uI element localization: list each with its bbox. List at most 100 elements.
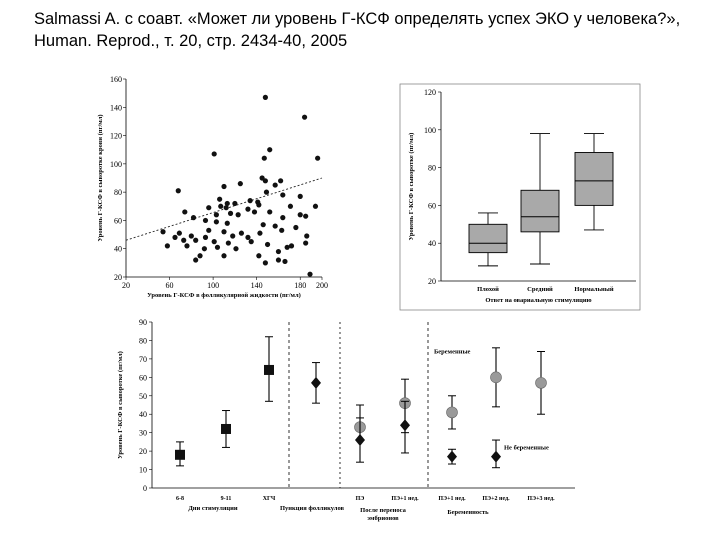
scatter-point	[223, 205, 229, 211]
scatter-point	[264, 241, 271, 248]
scatter-point	[255, 199, 261, 205]
square-marker	[264, 364, 274, 375]
y-tick-label: 60	[114, 216, 122, 225]
scatter-point	[282, 258, 288, 265]
scatter-point	[297, 193, 303, 199]
scatter-point	[267, 209, 273, 215]
scatter-point	[197, 253, 203, 259]
y-tick-label: 30	[139, 429, 147, 438]
y-tick-label: 50	[139, 392, 147, 401]
y-tick-label: 120	[110, 132, 122, 141]
scatter-point	[221, 229, 227, 235]
group-label: эмбрионов	[367, 515, 399, 522]
scatter-point	[301, 114, 308, 120]
category-label: ПЭ+1 нед.	[391, 496, 419, 502]
y-tick-label: 80	[428, 164, 436, 173]
scatter-point	[202, 217, 209, 224]
scatter-point	[233, 246, 239, 252]
box	[574, 152, 614, 206]
scatter-point	[227, 210, 234, 216]
scatter-point	[293, 224, 299, 231]
scatter-point	[184, 243, 190, 249]
x-tick-label: 60	[166, 281, 174, 290]
scatter-point	[263, 189, 270, 195]
category-label: ХГЧ	[263, 496, 276, 502]
square-marker	[175, 449, 185, 460]
scatter-point	[201, 246, 207, 252]
y-tick-label: 40	[428, 239, 436, 248]
scatter-point	[218, 203, 224, 209]
category-label: Средний	[527, 286, 553, 293]
scatter-point	[280, 215, 286, 221]
x-axis-label: Ответ на овариальную стимуляцию	[485, 297, 591, 304]
legend-not-pregnant: Не беременные	[504, 444, 549, 451]
scatter-point	[257, 230, 263, 236]
x-tick-label: 140	[251, 281, 263, 290]
y-tick-label: 90	[139, 318, 147, 327]
scatter-point	[245, 234, 251, 240]
scatter-point	[206, 227, 212, 233]
scatter-point	[278, 178, 284, 184]
category-label: Нормальный	[574, 286, 613, 293]
scatter-point	[272, 182, 278, 188]
group-label: После переноса	[360, 507, 406, 514]
scatter-point	[211, 151, 217, 157]
scatter-point	[307, 271, 313, 277]
scatter-point	[213, 212, 219, 218]
y-axis-label: Уровень Г-КСФ в сыворотке крови (пг/мл)	[97, 114, 104, 241]
scatter-point	[175, 188, 181, 194]
x-tick-label: 100	[207, 281, 219, 290]
category-label: ПЭ+1 нед.	[438, 496, 466, 502]
x-tick-label: 180	[294, 281, 306, 290]
diamond-marker	[491, 450, 501, 463]
legend-pregnant: Беременные	[434, 348, 471, 355]
y-tick-label: 20	[428, 277, 436, 286]
y-tick-label: 70	[139, 355, 147, 364]
scatter-point	[202, 234, 209, 240]
y-tick-label: 40	[114, 245, 122, 254]
circle-marker	[446, 406, 458, 419]
scatter-point	[251, 209, 258, 215]
scatter-point	[225, 240, 231, 246]
scatter-point	[206, 205, 212, 211]
scatter-point	[275, 248, 282, 255]
scatter-point	[259, 175, 265, 181]
scatter-point	[256, 202, 262, 208]
scatter-point	[261, 155, 267, 161]
scatter-point	[262, 94, 268, 100]
scatter-point	[221, 253, 227, 259]
chart-frame	[399, 83, 641, 311]
scatter-point	[245, 206, 251, 212]
scatter-point	[280, 192, 286, 198]
scatter-point	[279, 227, 285, 233]
y-tick-label: 60	[139, 373, 147, 382]
y-axis-label: Уровень Г-КСФ в сыворотке (пг/мл)	[117, 351, 124, 459]
category-label: Плохой	[477, 286, 499, 293]
y-tick-label: 40	[139, 410, 147, 419]
scatter-point	[287, 203, 294, 209]
y-tick-label: 80	[139, 336, 147, 345]
scatter-point	[193, 257, 199, 263]
y-axis-label: Уровень Г-КСФ в сыворотке (пг/мл)	[408, 133, 415, 241]
circle-marker	[399, 397, 411, 409]
y-tick-label: 20	[139, 447, 147, 456]
y-tick-label: 80	[114, 188, 122, 197]
scatter-point	[232, 200, 238, 207]
scatter-point	[256, 253, 262, 259]
scatter-point	[238, 230, 245, 236]
scatter-point	[213, 219, 219, 225]
scatter-point	[248, 239, 254, 245]
y-tick-label: 60	[428, 201, 436, 210]
scatter-point	[164, 243, 170, 249]
group-label: Дни стимуляции	[188, 505, 238, 512]
scatter-point	[315, 155, 321, 161]
diamond-marker	[447, 450, 457, 463]
page-title: Salmassi A. с соавт. «Может ли уровень Г…	[34, 10, 681, 50]
circle-marker	[354, 421, 366, 433]
y-tick-label: 0	[143, 484, 147, 493]
scatter-point	[182, 209, 188, 215]
scatter-point	[262, 178, 268, 184]
